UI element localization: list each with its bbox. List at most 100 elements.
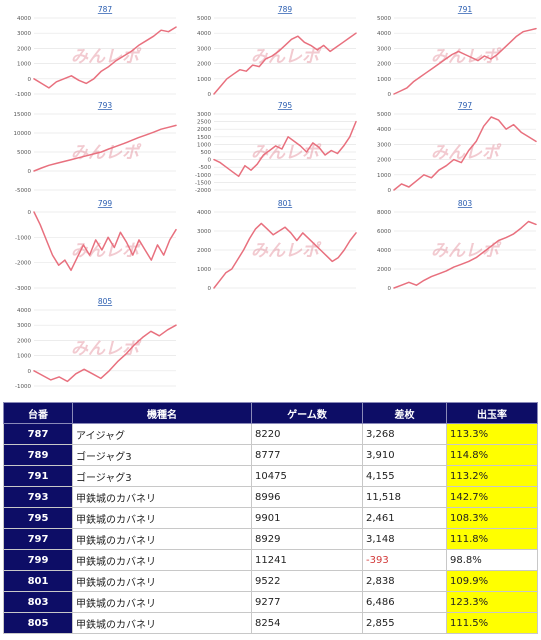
- chart-title-link[interactable]: 805: [98, 297, 113, 306]
- machine-number-cell: 787: [3, 423, 73, 445]
- table-row: 805 甲鉄城のカバネリ 8254 2,855 111.5%: [3, 612, 538, 634]
- difference-cell: 3,148: [362, 528, 447, 550]
- y-tick-label: 2000: [377, 62, 391, 68]
- chart-title-link[interactable]: 787: [98, 5, 113, 14]
- game-count-cell: 8996: [251, 486, 363, 508]
- y-tick-label: 1000: [17, 354, 31, 360]
- machine-number-cell: 805: [3, 612, 73, 634]
- table-row: 803 甲鉄城のカバネリ 9277 6,486 123.3%: [3, 591, 538, 613]
- game-count-cell: 9901: [251, 507, 363, 529]
- chart-title-link[interactable]: 801: [278, 199, 293, 208]
- y-tick-label: 8000: [377, 210, 391, 216]
- watermark-logo: みんレポ: [431, 47, 502, 67]
- model-name-cell: 甲鉄城のカバネリ: [72, 549, 252, 571]
- table-row: 797 甲鉄城のカバネリ 8929 3,148 111.8%: [3, 528, 538, 550]
- chart-title-link[interactable]: 795: [278, 101, 293, 110]
- series-line: [213, 32, 357, 95]
- payout-rate-cell: 98.8%: [446, 549, 538, 571]
- game-count-cell: 10475: [251, 465, 363, 487]
- chart-svg: 799 -3000 -2000 -1000 0 みんレポ: [15, 199, 177, 292]
- chart-svg: 801 0 1000 2000 3000 4000 みんレポ: [197, 199, 357, 292]
- model-name-cell: 甲鉄城のカバネリ: [72, 591, 252, 613]
- chart-title-link[interactable]: 799: [98, 199, 113, 208]
- y-tick-label: 5000: [377, 112, 391, 118]
- y-tick-label: 1000: [197, 142, 211, 148]
- model-name-cell: ゴージャグ3: [72, 444, 252, 466]
- series-line: [33, 124, 177, 172]
- series-line: [393, 27, 537, 95]
- chart-791: 791 0 1000 2000 3000 4000 5000 みんレポ: [360, 4, 540, 104]
- difference-cell: 2,855: [362, 612, 447, 634]
- y-tick-label: 0: [208, 92, 212, 98]
- y-tick-label: -1000: [15, 384, 31, 390]
- y-tick-label: 4000: [377, 31, 391, 37]
- y-tick-label: 3000: [377, 142, 391, 148]
- chart-svg: 803 0 2000 4000 6000 8000 みんレポ: [377, 199, 537, 292]
- y-tick-label: -1000: [15, 92, 31, 98]
- model-name-cell: 甲鉄城のカバネリ: [72, 612, 252, 634]
- table-row: 801 甲鉄城のカバネリ 9522 2,838 109.9%: [3, 570, 538, 592]
- y-tick-label: 1500: [197, 135, 211, 141]
- difference-cell: 3,268: [362, 423, 447, 445]
- game-count-cell: 8220: [251, 423, 363, 445]
- y-tick-label: 2000: [17, 46, 31, 52]
- y-tick-label: 0: [28, 210, 32, 216]
- y-tick-label: 4000: [377, 127, 391, 133]
- chart-789: 789 0 1000 2000 3000 4000 5000 みんレポ: [180, 4, 360, 104]
- y-tick-label: 3000: [17, 31, 31, 37]
- chart-svg: 793 -5000 0 5000 10000 15000 みんレポ: [14, 101, 177, 194]
- game-count-cell: 8929: [251, 528, 363, 550]
- chart-title-link[interactable]: 791: [458, 5, 473, 14]
- y-tick-label: -5000: [15, 188, 31, 194]
- payout-rate-cell: 109.9%: [446, 570, 538, 592]
- y-tick-label: 2000: [197, 127, 211, 133]
- header-game-count: ゲーム数: [251, 402, 363, 424]
- watermark-logo: みんレポ: [251, 47, 322, 67]
- y-tick-label: 6000: [377, 229, 391, 235]
- chart-svg: 805 -1000 0 1000 2000 3000 4000 みんレポ: [15, 297, 177, 390]
- y-tick-label: 0: [28, 369, 32, 375]
- machine-number-cell: 793: [3, 486, 73, 508]
- machine-number-cell: 797: [3, 528, 73, 550]
- chart-799: 799 -3000 -2000 -1000 0 みんレポ: [0, 198, 180, 298]
- chart-svg: 791 0 1000 2000 3000 4000 5000 みんレポ: [377, 5, 537, 98]
- difference-cell: 2,838: [362, 570, 447, 592]
- y-tick-label: 2000: [197, 62, 211, 68]
- header-difference: 差枚: [362, 402, 447, 424]
- payout-rate-cell: 113.2%: [446, 465, 538, 487]
- game-count-cell: 11241: [251, 549, 363, 571]
- difference-cell: -393: [362, 549, 447, 571]
- y-tick-label: 0: [388, 286, 392, 292]
- chart-801: 801 0 1000 2000 3000 4000 みんレポ: [180, 198, 360, 298]
- table-row: 799 甲鉄城のカバネリ 11241 -393 98.8%: [3, 549, 538, 571]
- table-row: 795 甲鉄城のカバネリ 9901 2,461 108.3%: [3, 507, 538, 529]
- chart-title-link[interactable]: 793: [98, 101, 113, 110]
- y-tick-label: -500: [199, 165, 212, 171]
- watermark-logo: みんレポ: [71, 47, 142, 67]
- game-count-cell: 8254: [251, 612, 363, 634]
- y-tick-label: 2000: [377, 267, 391, 273]
- payout-rate-cell: 108.3%: [446, 507, 538, 529]
- watermark-logo: みんレポ: [71, 241, 142, 261]
- machine-number-cell: 799: [3, 549, 73, 571]
- results-table: 台番 機種名 ゲーム数 差枚 出玉率 787 アイジャグ 8220 3,268 113.…: [3, 402, 538, 634]
- y-tick-label: 3000: [377, 46, 391, 52]
- header-machine-no: 台番: [3, 402, 73, 424]
- y-tick-label: 0: [28, 169, 32, 175]
- chart-title-link[interactable]: 797: [458, 101, 473, 110]
- model-name-cell: 甲鉄城のカバネリ: [72, 570, 252, 592]
- watermark-logo: みんレポ: [251, 241, 322, 261]
- model-name-cell: アイジャグ: [72, 423, 252, 445]
- payout-rate-cell: 142.7%: [446, 486, 538, 508]
- series-line: [213, 120, 357, 178]
- y-tick-label: 0: [208, 158, 212, 164]
- y-tick-label: -2000: [195, 188, 211, 194]
- y-tick-label: 2000: [197, 248, 211, 254]
- chart-title-link[interactable]: 803: [458, 199, 473, 208]
- y-tick-label: -1000: [195, 173, 211, 179]
- chart-title-link[interactable]: 789: [278, 5, 293, 14]
- series-line: [393, 220, 537, 289]
- y-tick-label: 4000: [197, 210, 211, 216]
- payout-rate-cell: 111.8%: [446, 528, 538, 550]
